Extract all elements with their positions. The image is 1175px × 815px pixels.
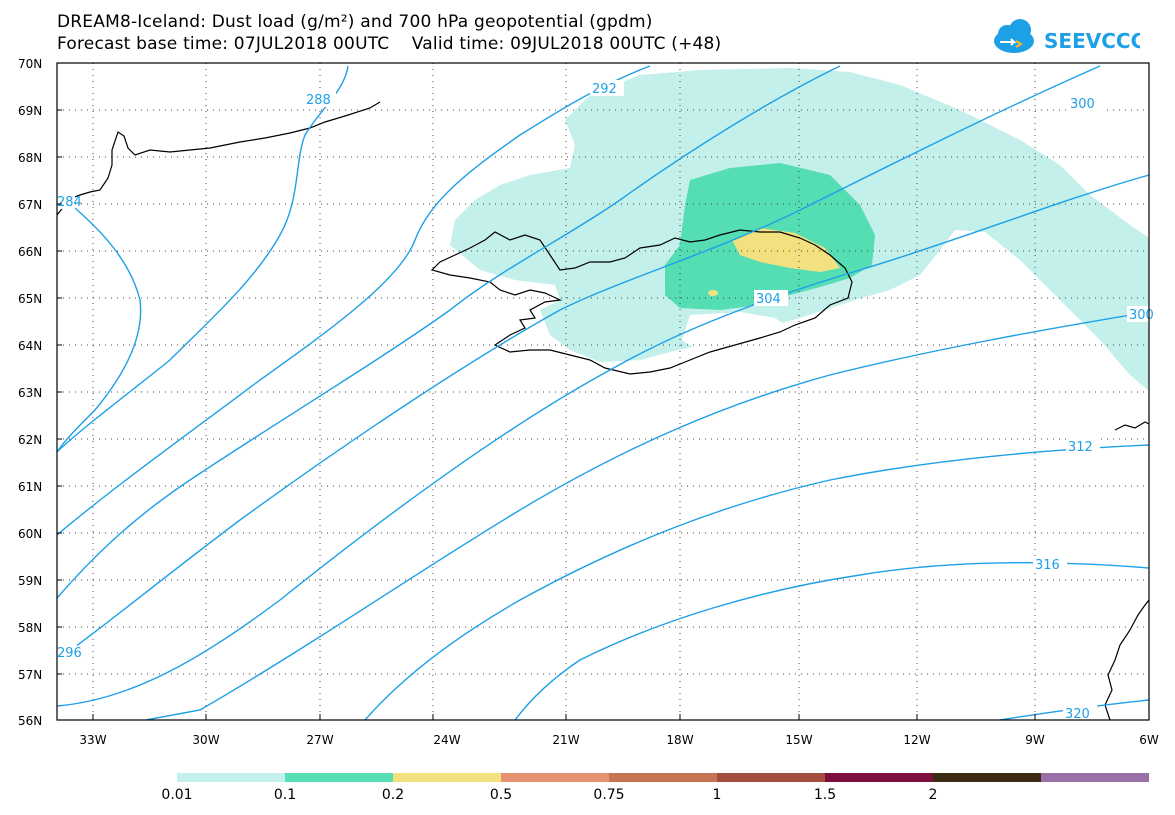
norway-coast bbox=[1104, 599, 1149, 720]
lat-label: 62N bbox=[18, 433, 42, 447]
latitude-labels: 70N 69N 68N 67N 66N 65N 64N 63N 62N 61N … bbox=[18, 57, 42, 728]
contour-284 bbox=[57, 207, 142, 453]
contour-300 bbox=[57, 174, 1149, 707]
legend-swatch bbox=[177, 773, 285, 782]
legend-label: 0.01 bbox=[161, 787, 193, 803]
contour-292b bbox=[57, 65, 841, 599]
chart-title: DREAM8-Iceland: Dust load (g/m²) and 700… bbox=[57, 12, 653, 32]
lon-label: 12W bbox=[903, 733, 930, 747]
lon-label: 21W bbox=[552, 733, 579, 747]
contour-label: 284 bbox=[57, 195, 82, 210]
contour-label: 312 bbox=[1068, 440, 1093, 455]
lat-label: 70N bbox=[18, 57, 42, 71]
lon-label: 18W bbox=[666, 733, 693, 747]
geopotential-contours bbox=[57, 65, 1149, 720]
contour-label: 300 bbox=[1070, 97, 1095, 112]
iceland-coast bbox=[430, 229, 853, 375]
contour-label-group: 288 292 300 304 300 312 316 320 296 284 bbox=[57, 80, 1154, 722]
dust-load-fields bbox=[450, 68, 1149, 391]
logo-text: SEEVCCC bbox=[1044, 29, 1140, 53]
longitude-labels: 33W 30W 27W 24W 21W 18W 15W 12W 9W 6W bbox=[79, 733, 1158, 747]
legend-label: 0.75 bbox=[593, 787, 625, 803]
contour-label: 292 bbox=[592, 82, 617, 97]
chart-subtitle: Forecast base time: 07JUL2018 00UTC Vali… bbox=[57, 34, 722, 54]
legend-label: 1.5 bbox=[813, 787, 837, 803]
faroe-coast bbox=[1114, 421, 1149, 431]
contour-label: 300 bbox=[1129, 308, 1154, 323]
lat-label: 56N bbox=[18, 714, 42, 728]
lon-label: 15W bbox=[785, 733, 812, 747]
legend-swatch bbox=[933, 773, 1041, 782]
lat-label: 58N bbox=[18, 621, 42, 635]
color-legend bbox=[177, 773, 1149, 782]
lon-label: 33W bbox=[79, 733, 106, 747]
legend-swatch bbox=[609, 773, 717, 782]
contour-288 bbox=[57, 65, 349, 453]
dust-field-0.2 bbox=[732, 228, 840, 272]
lat-label: 63N bbox=[18, 386, 42, 400]
contour-312 bbox=[514, 561, 1149, 720]
lat-label: 69N bbox=[18, 104, 42, 118]
lon-label: 9W bbox=[1025, 733, 1045, 747]
legend-swatch bbox=[1041, 773, 1149, 782]
contour-label: 320 bbox=[1065, 707, 1090, 722]
legend-swatch bbox=[285, 773, 393, 782]
seevccc-logo: SEEVCCC bbox=[994, 19, 1140, 53]
lat-label: 67N bbox=[18, 198, 42, 212]
lat-label: 65N bbox=[18, 292, 42, 306]
legend-swatch bbox=[501, 773, 609, 782]
legend-label: 0.2 bbox=[381, 787, 405, 803]
lon-label: 30W bbox=[192, 733, 219, 747]
contour-308 bbox=[364, 444, 1149, 720]
lon-label: 6W bbox=[1139, 733, 1159, 747]
contour-label: 296 bbox=[57, 646, 82, 661]
contour-label: 288 bbox=[306, 93, 331, 108]
lon-label: 27W bbox=[306, 733, 333, 747]
lat-label: 64N bbox=[18, 339, 42, 353]
cloud-arrow-icon bbox=[994, 19, 1034, 53]
lat-label: 68N bbox=[18, 151, 42, 165]
contour-label: 316 bbox=[1035, 558, 1060, 573]
legend-swatch bbox=[393, 773, 501, 782]
legend-label: 2 bbox=[928, 787, 938, 803]
contour-304 bbox=[145, 311, 1149, 720]
dust-field-0.2-small bbox=[708, 290, 718, 296]
lon-label: 24W bbox=[433, 733, 460, 747]
graticule bbox=[57, 63, 1149, 720]
greenland-coast bbox=[57, 101, 381, 216]
lat-label: 59N bbox=[18, 574, 42, 588]
contour-label: 304 bbox=[756, 292, 781, 307]
lat-label: 61N bbox=[18, 480, 42, 494]
contour-292a bbox=[57, 65, 651, 536]
lat-label: 60N bbox=[18, 527, 42, 541]
legend-label: 0.1 bbox=[273, 787, 297, 803]
legend-swatch bbox=[717, 773, 825, 782]
legend-swatch bbox=[825, 773, 933, 782]
tick-marks bbox=[57, 62, 1150, 721]
legend-label: 0.5 bbox=[489, 787, 513, 803]
legend-label: 1 bbox=[712, 787, 722, 803]
clear-patch bbox=[682, 312, 790, 352]
contour-296 bbox=[57, 65, 1101, 661]
lat-label: 66N bbox=[18, 245, 42, 259]
lat-label: 57N bbox=[18, 668, 42, 682]
